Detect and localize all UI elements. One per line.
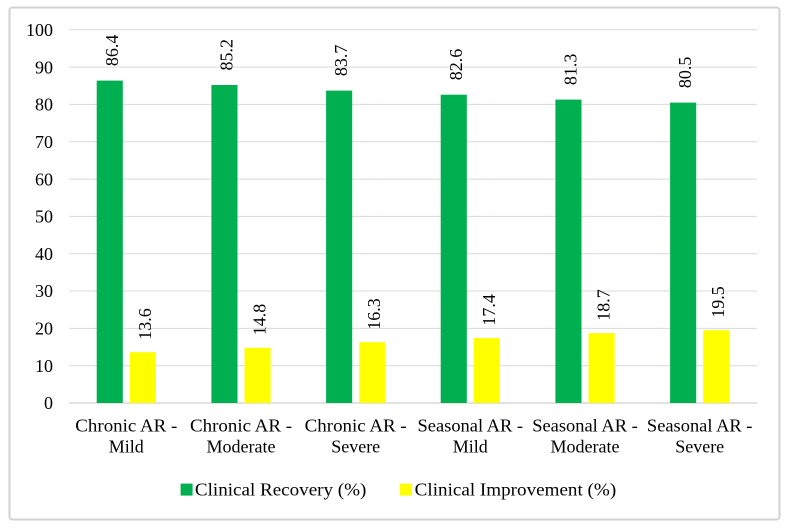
- svg-text:85.2: 85.2: [217, 39, 237, 71]
- svg-text:70: 70: [35, 132, 53, 152]
- svg-text:20: 20: [35, 319, 53, 339]
- svg-text:Clinical Recovery (%): Clinical Recovery (%): [195, 479, 367, 500]
- svg-text:Seasonal AR -: Seasonal AR -: [647, 415, 753, 435]
- svg-text:30: 30: [35, 281, 53, 301]
- svg-text:80.5: 80.5: [675, 57, 695, 89]
- svg-text:Mild: Mild: [109, 437, 144, 457]
- svg-text:Chronic AR -: Chronic AR -: [305, 415, 407, 435]
- svg-text:13.6: 13.6: [135, 308, 155, 340]
- svg-text:Severe: Severe: [675, 437, 724, 457]
- svg-text:60: 60: [35, 169, 53, 189]
- svg-text:16.3: 16.3: [364, 298, 384, 330]
- svg-text:100: 100: [26, 20, 53, 40]
- svg-text:Chronic AR -: Chronic AR -: [190, 415, 292, 435]
- svg-text:18.7: 18.7: [594, 289, 614, 321]
- svg-text:Seasonal AR -: Seasonal AR -: [418, 415, 524, 435]
- svg-text:83.7: 83.7: [331, 45, 351, 77]
- svg-text:81.3: 81.3: [560, 54, 580, 86]
- svg-text:82.6: 82.6: [446, 49, 466, 81]
- svg-text:10: 10: [35, 356, 53, 376]
- svg-text:50: 50: [35, 207, 53, 227]
- svg-text:90: 90: [35, 57, 53, 77]
- svg-text:40: 40: [35, 244, 53, 264]
- svg-text:Mild: Mild: [453, 437, 488, 457]
- svg-text:Moderate: Moderate: [551, 437, 620, 457]
- svg-text:14.8: 14.8: [250, 304, 270, 336]
- svg-text:Severe: Severe: [331, 437, 380, 457]
- svg-text:86.4: 86.4: [102, 35, 122, 67]
- svg-text:19.5: 19.5: [708, 286, 728, 318]
- svg-text:Clinical Improvement (%): Clinical Improvement (%): [415, 479, 617, 500]
- svg-text:Chronic AR -: Chronic AR -: [75, 415, 177, 435]
- svg-text:Moderate: Moderate: [207, 437, 276, 457]
- svg-text:80: 80: [35, 95, 53, 115]
- svg-text:17.4: 17.4: [479, 294, 499, 326]
- svg-text:Seasonal AR -: Seasonal AR -: [532, 415, 638, 435]
- svg-text:0: 0: [44, 393, 53, 413]
